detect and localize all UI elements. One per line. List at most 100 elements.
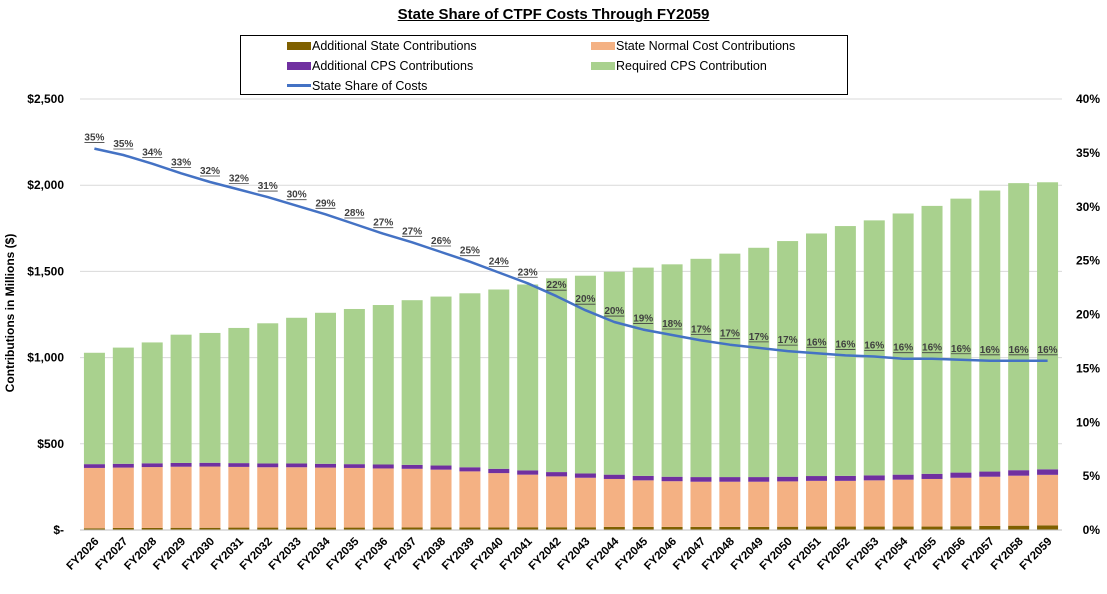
bar-segment-1[interactable] bbox=[661, 526, 683, 530]
bar-segment-3[interactable] bbox=[228, 463, 250, 467]
bar-segment-2[interactable] bbox=[228, 466, 250, 528]
bar-segment-2[interactable] bbox=[1037, 474, 1059, 526]
bar-segment-3[interactable] bbox=[719, 477, 741, 482]
bar-segment-3[interactable] bbox=[979, 471, 1001, 477]
bar-segment-2[interactable] bbox=[748, 481, 770, 527]
bar-segment-1[interactable] bbox=[228, 527, 250, 530]
bar-segment-3[interactable] bbox=[546, 472, 568, 477]
bar-segment-3[interactable] bbox=[459, 467, 481, 472]
bar-segment-1[interactable] bbox=[430, 527, 452, 530]
bar-segment-4[interactable] bbox=[1037, 182, 1059, 470]
bar-segment-1[interactable] bbox=[343, 527, 365, 530]
bar-segment-1[interactable] bbox=[315, 527, 336, 530]
legend-item-state-share[interactable]: State Share of Costs bbox=[287, 79, 427, 93]
bar-segment-4[interactable] bbox=[979, 190, 1001, 472]
bar-segment-4[interactable] bbox=[892, 213, 914, 475]
bar-segment-4[interactable] bbox=[83, 352, 105, 465]
bar-segment-2[interactable] bbox=[719, 481, 741, 527]
bar-segment-4[interactable] bbox=[199, 332, 221, 463]
bar-segment-3[interactable] bbox=[488, 468, 510, 474]
bar-segment-3[interactable] bbox=[430, 465, 452, 470]
bar-segment-2[interactable] bbox=[892, 479, 914, 527]
bar-segment-1[interactable] bbox=[546, 527, 568, 530]
bar-segment-1[interactable] bbox=[141, 527, 163, 530]
bar-segment-1[interactable] bbox=[806, 526, 827, 530]
bar-segment-4[interactable] bbox=[343, 308, 365, 465]
bar-segment-1[interactable] bbox=[950, 526, 972, 530]
bar-segment-3[interactable] bbox=[343, 464, 365, 468]
bar-segment-1[interactable] bbox=[286, 527, 308, 530]
bar-segment-3[interactable] bbox=[748, 477, 770, 482]
bar-segment-2[interactable] bbox=[372, 468, 394, 528]
bar-segment-4[interactable] bbox=[546, 278, 568, 473]
bar-segment-1[interactable] bbox=[372, 527, 394, 530]
bar-segment-1[interactable] bbox=[690, 526, 712, 530]
bar-segment-4[interactable] bbox=[286, 317, 308, 464]
bar-segment-2[interactable] bbox=[661, 481, 683, 527]
bar-segment-3[interactable] bbox=[863, 475, 885, 481]
bar-segment-4[interactable] bbox=[661, 264, 683, 477]
legend-item-required-cps[interactable]: Required CPS Contribution bbox=[591, 59, 767, 73]
bar-segment-4[interactable] bbox=[719, 253, 741, 478]
bar-segment-4[interactable] bbox=[257, 323, 279, 464]
bar-segment-4[interactable] bbox=[806, 233, 827, 477]
bar-segment-4[interactable] bbox=[141, 342, 163, 464]
bar-segment-1[interactable] bbox=[517, 527, 539, 530]
legend-item-additional-state[interactable]: Additional State Contributions bbox=[287, 39, 477, 53]
bar-segment-2[interactable] bbox=[199, 466, 221, 528]
bar-segment-1[interactable] bbox=[459, 527, 481, 530]
bar-segment-2[interactable] bbox=[401, 468, 423, 528]
bar-segment-2[interactable] bbox=[1008, 475, 1030, 526]
bar-segment-2[interactable] bbox=[430, 469, 452, 528]
bar-segment-1[interactable] bbox=[199, 527, 221, 530]
bar-segment-3[interactable] bbox=[892, 474, 914, 480]
bar-segment-1[interactable] bbox=[1008, 525, 1030, 530]
bar-segment-4[interactable] bbox=[574, 275, 596, 474]
bar-segment-4[interactable] bbox=[170, 334, 192, 463]
bar-segment-3[interactable] bbox=[1037, 469, 1059, 475]
bar-segment-1[interactable] bbox=[892, 526, 914, 530]
bar-segment-4[interactable] bbox=[950, 198, 972, 473]
bar-segment-2[interactable] bbox=[488, 473, 510, 528]
bar-segment-4[interactable] bbox=[401, 300, 423, 465]
bar-segment-2[interactable] bbox=[286, 467, 308, 528]
bar-segment-1[interactable] bbox=[632, 526, 654, 530]
bar-segment-1[interactable] bbox=[603, 526, 625, 530]
bar-segment-1[interactable] bbox=[488, 527, 510, 530]
bar-segment-2[interactable] bbox=[83, 467, 105, 529]
bar-segment-4[interactable] bbox=[834, 226, 856, 476]
bar-segment-3[interactable] bbox=[170, 462, 192, 467]
bar-segment-3[interactable] bbox=[401, 464, 423, 469]
bar-segment-2[interactable] bbox=[834, 480, 856, 527]
bar-segment-1[interactable] bbox=[83, 528, 105, 530]
bar-segment-4[interactable] bbox=[748, 247, 770, 478]
bar-segment-4[interactable] bbox=[863, 220, 885, 476]
bar-segment-3[interactable] bbox=[950, 472, 972, 478]
bar-segment-2[interactable] bbox=[863, 480, 885, 527]
bar-segment-3[interactable] bbox=[112, 463, 134, 468]
bar-segment-4[interactable] bbox=[112, 347, 134, 464]
bar-segment-1[interactable] bbox=[921, 526, 943, 530]
bar-segment-3[interactable] bbox=[257, 463, 279, 468]
bar-segment-2[interactable] bbox=[315, 467, 336, 528]
bar-segment-3[interactable] bbox=[199, 462, 221, 467]
bar-segment-3[interactable] bbox=[777, 476, 799, 482]
bar-segment-3[interactable] bbox=[834, 475, 856, 481]
bar-segment-2[interactable] bbox=[777, 481, 799, 527]
bar-segment-4[interactable] bbox=[777, 241, 799, 477]
bar-segment-3[interactable] bbox=[632, 475, 654, 481]
bar-segment-3[interactable] bbox=[603, 474, 625, 479]
bar-segment-1[interactable] bbox=[574, 527, 596, 530]
bar-segment-2[interactable] bbox=[950, 477, 972, 527]
bar-segment-4[interactable] bbox=[921, 205, 943, 474]
bar-segment-2[interactable] bbox=[603, 478, 625, 527]
bar-segment-1[interactable] bbox=[834, 526, 856, 530]
bar-segment-1[interactable] bbox=[1037, 525, 1059, 530]
bar-segment-2[interactable] bbox=[343, 467, 365, 528]
bar-segment-2[interactable] bbox=[459, 471, 481, 528]
bar-segment-3[interactable] bbox=[141, 463, 163, 468]
bar-segment-1[interactable] bbox=[719, 526, 741, 530]
bar-segment-4[interactable] bbox=[603, 271, 625, 475]
bar-segment-4[interactable] bbox=[517, 284, 539, 471]
bar-segment-1[interactable] bbox=[979, 525, 1001, 530]
